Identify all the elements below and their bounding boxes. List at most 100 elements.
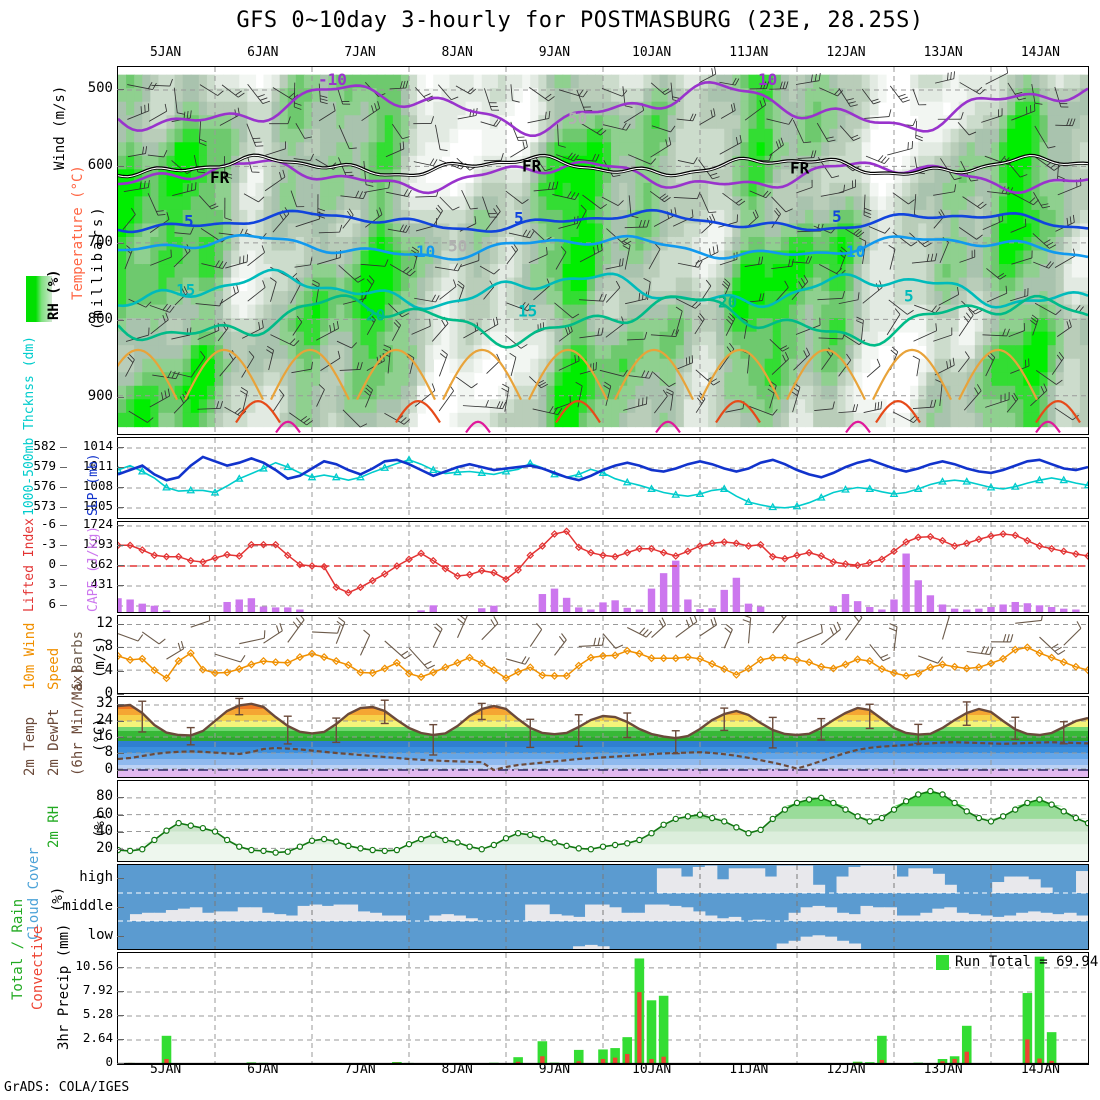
cloud-cell [1076,915,1088,921]
axis-tick-mark [60,545,67,546]
data-marker [587,548,595,557]
cape-bar [162,610,171,612]
data-marker [404,669,414,678]
cloud-cell [381,915,395,921]
data-marker [1083,666,1088,675]
cloud-cell [1004,915,1017,921]
run-total-swatch [936,955,949,970]
data-marker [817,662,826,671]
axis-tick-label: high [79,869,113,886]
axis-tick-label: 8 [104,638,113,655]
data-marker [902,671,911,680]
date-label: 11JAN [729,1062,769,1077]
cloud-cell [1040,912,1053,921]
thickness-slp-chart [118,438,1088,518]
data-marker [853,561,862,570]
data-marker [137,466,147,475]
data-marker [368,668,377,678]
data-marker [962,539,971,548]
precip-total-bar [877,1035,887,1064]
axis-tick-label: 862 [90,556,113,571]
cloud-cell [896,915,909,921]
cape-bar [417,610,425,612]
data-marker [756,655,765,664]
data-marker [393,846,401,854]
precip-total-bar [1046,1032,1057,1064]
data-marker [223,836,231,844]
data-marker [284,848,291,855]
data-marker [768,653,777,662]
cloud-cell [812,935,826,949]
precip-chart [118,953,1088,1064]
data-marker [118,541,122,550]
lifted-index-label: Lifted Index [22,518,37,612]
data-marker [356,668,365,677]
data-marker [696,542,704,550]
cape-bar [975,608,983,612]
cape-bar [950,608,959,612]
data-marker [1010,482,1020,490]
data-marker [927,787,934,795]
cloud-cell [956,912,969,921]
date-label: 14JAN [1020,45,1060,60]
data-marker [345,842,352,850]
data-marker [162,482,171,491]
cloud-cell [920,868,933,893]
cloud-cell [788,865,802,893]
cloud-cell [345,904,359,921]
data-marker [586,653,595,662]
cloud-cell [656,904,670,921]
data-marker [781,806,789,813]
data-marker [272,849,279,856]
data-marker [841,485,850,493]
cloud-cell [812,884,826,893]
axis-tick-mark [117,89,124,91]
data-marker [357,845,364,852]
axis-tick-mark [117,814,124,816]
data-marker [562,527,571,536]
cloud-cell [297,905,311,921]
cape-bar [647,588,656,612]
data-marker [138,546,147,554]
data-marker [1059,658,1068,667]
data-marker [514,830,522,837]
axis-tick-label: 6 [48,596,56,611]
data-marker [118,465,123,474]
data-marker [611,651,620,660]
cloud-cell [273,914,287,921]
cloud-cell [393,915,407,921]
data-marker [622,477,632,486]
cloud-cell [129,914,143,921]
data-marker [259,657,268,666]
data-marker [781,554,789,563]
cape-bar [963,609,971,612]
data-marker [574,661,583,670]
axis-tick-mark [117,545,124,546]
axis-tick-mark [117,670,124,672]
cape-label: CAPE (J/kg) [86,525,101,612]
axis-tick-mark [117,525,124,526]
data-marker [732,670,741,679]
rh2m-units: (%) [92,812,108,838]
cloud-cell [573,916,586,921]
contour-label: 15 [176,280,195,299]
data-marker [162,552,171,561]
cloud-cell [872,907,886,921]
contour-label: FR [210,168,230,187]
cloud-cell [1040,887,1053,893]
axis-tick-mark [117,907,124,908]
data-marker [818,794,825,802]
data-marker [792,655,802,664]
data-marker [223,550,231,559]
data-marker [805,658,814,667]
temp-label-a: 2m Temp [22,716,38,776]
data-marker [174,552,183,561]
precip-conv-bar [600,1058,606,1064]
temp-dewpt-chart [118,697,1088,777]
wind-units: (m/s) [92,635,108,678]
contour-label: FR [790,159,810,178]
data-marker [392,658,401,667]
data-marker [260,847,267,855]
data-marker [502,835,510,842]
axis-tick-label: 700 [87,233,113,250]
